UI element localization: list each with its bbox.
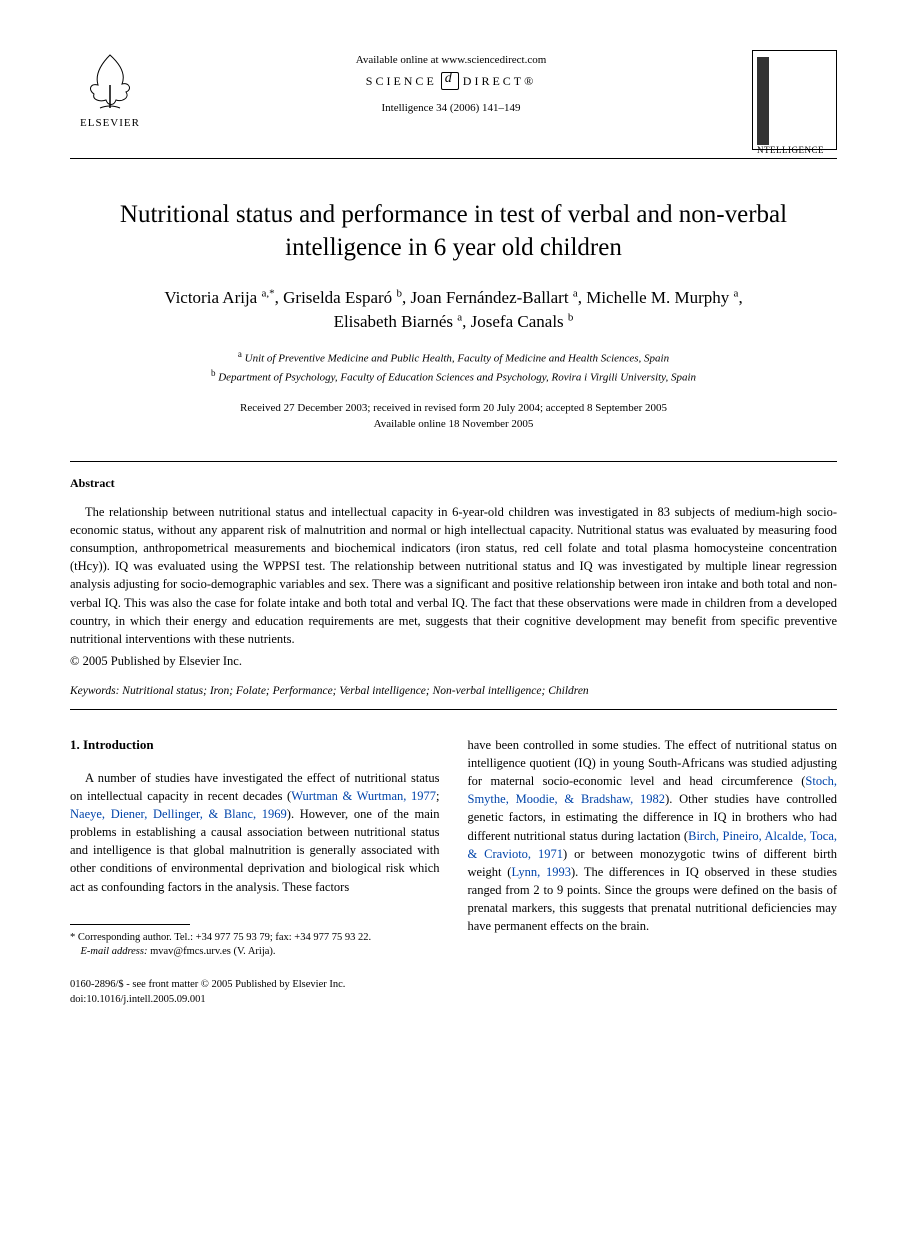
dates-line2: Available online 18 November 2005 [374, 418, 534, 430]
footer-issn: 0160-2896/$ - see front matter © 2005 Pu… [70, 978, 837, 993]
header-rule [70, 158, 837, 159]
elsevier-tree-icon [80, 50, 140, 110]
author-6-aff: b [568, 311, 574, 323]
science-direct-brand: SCIENCE DIRECT® [150, 72, 752, 90]
footnote-email: mvav@fmcs.urv.es (V. Arija). [147, 946, 275, 957]
journal-cover-thumbnail: NTELLIGENCE [752, 50, 837, 150]
column-right: have been controlled in some studies. Th… [468, 736, 838, 960]
science-direct-icon [441, 72, 459, 90]
footnote-corresponding: * Corresponding author. Tel.: +34 977 75… [70, 931, 440, 946]
author-4-comma: , [738, 288, 742, 307]
ref-wurtman[interactable]: Wurtman & Wurtman, 1977 [291, 789, 436, 803]
article-dates: Received 27 December 2003; received in r… [70, 400, 837, 433]
author-2-pre: , Griselda Esparó [275, 288, 397, 307]
cover-bar-icon [757, 57, 769, 145]
footnote-email-label: E-mail address: [81, 946, 148, 957]
keywords-text: Nutritional status; Iron; Folate; Perfor… [119, 685, 588, 697]
sd-left: SCIENCE [366, 74, 437, 89]
intro-para-right: have been controlled in some studies. Th… [468, 736, 838, 935]
author-1: Victoria Arija [164, 288, 261, 307]
ref-lynn[interactable]: Lynn, 1993 [511, 865, 571, 879]
publisher-logo-block: ELSEVIER [70, 50, 150, 129]
sd-right: DIRECT® [463, 74, 536, 89]
aff-b-text: Department of Psychology, Faculty of Edu… [215, 371, 696, 383]
abstract-heading: Abstract [70, 476, 837, 491]
keywords-rule [70, 709, 837, 710]
journal-reference: Intelligence 34 (2006) 141–149 [150, 102, 752, 114]
footer-block: 0160-2896/$ - see front matter © 2005 Pu… [70, 978, 837, 1007]
intro-para-left: A number of studies have investigated th… [70, 769, 440, 896]
abstract-body: The relationship between nutritional sta… [70, 503, 837, 648]
affiliations-block: a Unit of Preventive Medicine and Public… [70, 348, 837, 386]
keywords-line: Keywords: Nutritional status; Iron; Fola… [70, 685, 837, 697]
available-online-text: Available online at www.sciencedirect.co… [150, 54, 752, 66]
intro-heading: 1. Introduction [70, 736, 440, 755]
header-row: ELSEVIER Available online at www.science… [70, 50, 837, 150]
keywords-label: Keywords: [70, 685, 119, 697]
footnote-rule [70, 924, 190, 925]
author-6-pre: , Josefa Canals [462, 312, 568, 331]
author-4-pre: , Michelle M. Murphy [578, 288, 734, 307]
author-3-pre: , Joan Fernández-Ballart [402, 288, 573, 307]
col2-t1: have been controlled in some studies. Th… [468, 738, 838, 788]
footnote-block: * Corresponding author. Tel.: +34 977 75… [70, 931, 440, 960]
abstract-top-rule [70, 461, 837, 462]
footnote-email-line: E-mail address: mvav@fmcs.urv.es (V. Ari… [70, 945, 440, 960]
article-title: Nutritional status and performance in te… [70, 199, 837, 264]
footer-doi: doi:10.1016/j.intell.2005.09.001 [70, 993, 837, 1008]
dates-line1: Received 27 December 2003; received in r… [240, 402, 667, 414]
body-columns: 1. Introduction A number of studies have… [70, 736, 837, 960]
column-left: 1. Introduction A number of studies have… [70, 736, 440, 960]
ref-naeye[interactable]: Naeye, Diener, Dellinger, & Blanc, 1969 [70, 807, 287, 821]
col1-sep1: ; [436, 789, 439, 803]
publisher-name: ELSEVIER [70, 117, 150, 129]
authors-block: Victoria Arija a,*, Griselda Esparó b, J… [70, 286, 837, 334]
author-1-aff: a, [261, 287, 269, 299]
aff-a-text: Unit of Preventive Medicine and Public H… [242, 352, 669, 364]
header-center: Available online at www.sciencedirect.co… [150, 50, 752, 114]
author-5-pre: Elisabeth Biarnés [334, 312, 458, 331]
abstract-copyright: © 2005 Published by Elsevier Inc. [70, 654, 837, 669]
